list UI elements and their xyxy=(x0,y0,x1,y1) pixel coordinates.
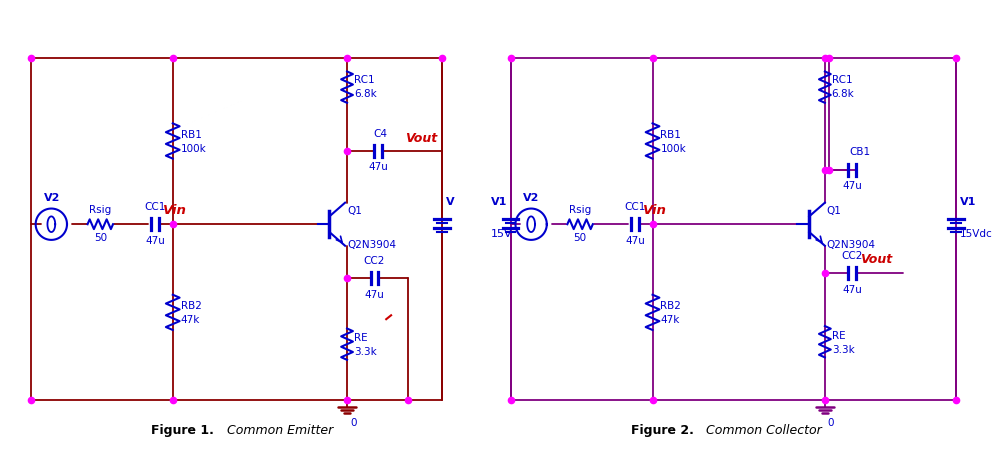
Text: Vin: Vin xyxy=(163,204,187,217)
Text: 6.8k: 6.8k xyxy=(354,89,377,99)
Text: 47u: 47u xyxy=(842,285,862,295)
Text: CC1: CC1 xyxy=(144,203,166,212)
Text: C4: C4 xyxy=(373,129,387,139)
Text: 47u: 47u xyxy=(842,181,862,191)
Text: 47u: 47u xyxy=(368,161,388,172)
Text: 0: 0 xyxy=(350,418,356,428)
Text: Q2N3904: Q2N3904 xyxy=(826,240,875,250)
Text: 3.3k: 3.3k xyxy=(831,345,854,355)
Text: Vout: Vout xyxy=(405,132,436,145)
Text: Rsig: Rsig xyxy=(569,205,590,215)
Text: 50: 50 xyxy=(93,233,106,243)
Text: RE: RE xyxy=(354,333,367,343)
Text: 6.8k: 6.8k xyxy=(831,89,854,99)
Text: V2: V2 xyxy=(523,193,539,203)
Text: Q2N3904: Q2N3904 xyxy=(347,240,396,250)
Text: CB1: CB1 xyxy=(849,147,870,157)
Text: CC2: CC2 xyxy=(841,251,862,261)
Text: 47k: 47k xyxy=(660,315,679,325)
Text: V1: V1 xyxy=(490,197,507,206)
Text: 15Vdc: 15Vdc xyxy=(959,229,992,239)
Text: V2: V2 xyxy=(44,193,60,203)
Text: Common Collector: Common Collector xyxy=(706,424,821,437)
Text: RB2: RB2 xyxy=(180,302,201,311)
Text: Figure 1.: Figure 1. xyxy=(151,424,214,437)
Text: RB2: RB2 xyxy=(660,302,681,311)
Text: 0: 0 xyxy=(827,418,834,428)
Text: Q1: Q1 xyxy=(826,206,841,216)
Text: RB1: RB1 xyxy=(180,130,201,140)
Text: 50: 50 xyxy=(573,233,586,243)
Text: RC1: RC1 xyxy=(831,76,852,85)
Text: Rsig: Rsig xyxy=(89,205,111,215)
Text: V1: V1 xyxy=(959,197,975,206)
Text: 47u: 47u xyxy=(364,290,384,300)
Text: Vin: Vin xyxy=(642,204,666,217)
Text: Figure 2.: Figure 2. xyxy=(630,424,693,437)
Text: 47k: 47k xyxy=(180,315,200,325)
Text: CC2: CC2 xyxy=(364,257,385,266)
Text: Vout: Vout xyxy=(859,253,892,266)
Text: Common Emitter: Common Emitter xyxy=(227,424,333,437)
Text: 3.3k: 3.3k xyxy=(354,347,377,357)
Text: RC1: RC1 xyxy=(354,76,374,85)
Text: V: V xyxy=(445,197,454,206)
Text: 100k: 100k xyxy=(660,144,686,154)
Text: RE: RE xyxy=(831,331,845,341)
Text: Q1: Q1 xyxy=(347,206,362,216)
Text: CC1: CC1 xyxy=(623,203,645,212)
Text: 15V: 15V xyxy=(490,229,512,239)
Text: 47u: 47u xyxy=(624,236,644,246)
Text: 47u: 47u xyxy=(145,236,165,246)
Text: RB1: RB1 xyxy=(660,130,681,140)
Text: 100k: 100k xyxy=(180,144,206,154)
